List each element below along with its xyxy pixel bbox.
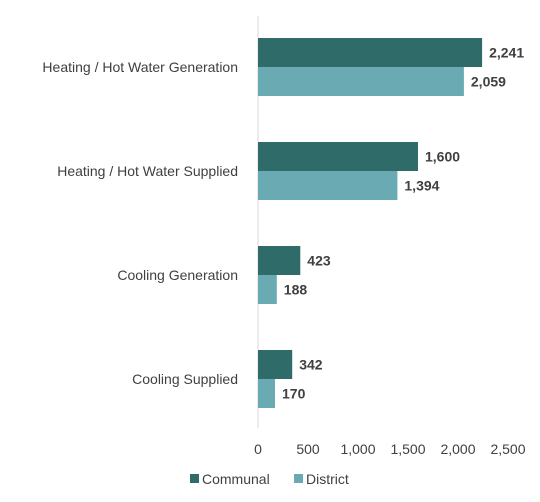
data-label-district-1: 1,394 — [404, 178, 439, 194]
bar-district-3 — [258, 379, 275, 408]
data-label-communal-0: 2,241 — [489, 45, 524, 61]
legend-swatch-district — [294, 474, 303, 483]
data-label-communal-2: 423 — [307, 253, 331, 269]
bar-district-0 — [258, 67, 464, 96]
category-label-2: Cooling Generation — [117, 267, 238, 283]
bar-communal-1 — [258, 142, 418, 171]
data-label-district-0: 2,059 — [471, 74, 506, 90]
x-tick-label-4: 2,000 — [440, 441, 475, 457]
bar-communal-3 — [258, 350, 293, 379]
x-tick-label-2: 1,000 — [340, 441, 375, 457]
data-label-communal-3: 342 — [299, 357, 323, 373]
category-label-1: Heating / Hot Water Supplied — [57, 163, 238, 179]
x-tick-label-5: 2,500 — [490, 441, 525, 457]
legend-label-district: District — [306, 471, 349, 487]
category-labels: Heating / Hot Water Generation Heating / … — [42, 59, 238, 387]
bar-communal-2 — [258, 246, 301, 275]
legend: Communal District — [190, 471, 349, 487]
bar-district-1 — [258, 171, 398, 200]
x-tick-label-0: 0 — [254, 441, 262, 457]
category-label-0: Heating / Hot Water Generation — [42, 59, 238, 75]
x-axis-tick-labels: 0 500 1,000 1,500 2,000 2,500 — [254, 441, 526, 457]
legend-swatch-communal — [190, 474, 199, 483]
bars-group: 2,241 2,059 1,600 1,394 423 188 342 170 — [258, 38, 524, 408]
data-label-district-2: 188 — [284, 282, 308, 298]
bar-communal-0 — [258, 38, 483, 67]
x-tick-label-1: 500 — [296, 441, 320, 457]
data-label-communal-1: 1,600 — [425, 149, 460, 165]
bar-district-2 — [258, 275, 277, 304]
category-label-3: Cooling Supplied — [132, 371, 238, 387]
data-label-district-3: 170 — [282, 386, 306, 402]
x-tick-label-3: 1,500 — [390, 441, 425, 457]
legend-label-communal: Communal — [202, 471, 270, 487]
